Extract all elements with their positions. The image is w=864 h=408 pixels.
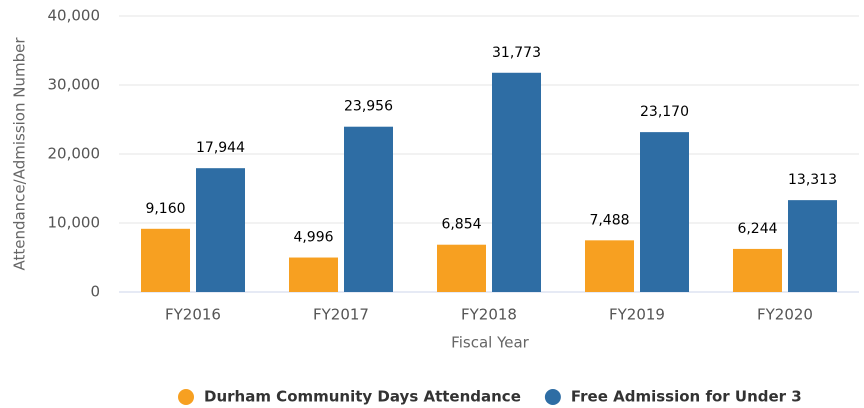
- value-label: 23,956: [344, 99, 393, 115]
- bar: [141, 228, 190, 292]
- value-label: 23,170: [640, 104, 689, 120]
- bar: [437, 244, 486, 292]
- y-tick-label: 0: [90, 283, 100, 301]
- x-tick-label: FY2019: [609, 306, 665, 324]
- y-axis-label: Attendance/Admission Number: [11, 37, 29, 271]
- x-tick-label: FY2018: [461, 306, 517, 324]
- value-label: 6,854: [441, 217, 481, 233]
- value-label: 7,488: [589, 212, 629, 228]
- bar: [196, 168, 245, 292]
- bar: [344, 126, 393, 292]
- legend-label: Durham Community Days Attendance: [204, 388, 521, 406]
- value-label: 4,996: [293, 230, 333, 246]
- bar: [289, 257, 338, 292]
- value-label: 13,313: [788, 172, 837, 188]
- value-label: 6,244: [737, 221, 777, 237]
- bar: [788, 200, 837, 292]
- legend-marker: [544, 389, 561, 405]
- value-label: 9,160: [145, 201, 185, 217]
- y-tick-label: 30,000: [48, 76, 101, 94]
- x-tick-label: FY2016: [165, 306, 221, 324]
- value-label: 17,944: [196, 140, 245, 156]
- x-axis-label: Fiscal Year: [451, 334, 529, 352]
- bar: [640, 132, 689, 292]
- bar: [492, 72, 541, 292]
- y-tick-label: 20,000: [48, 145, 101, 163]
- x-tick-label: FY2020: [757, 306, 813, 324]
- legend-label: Free Admission for Under 3: [571, 388, 802, 406]
- bar: [733, 248, 782, 292]
- legend-marker: [178, 389, 194, 405]
- bar: [585, 240, 634, 292]
- y-tick-label: 40,000: [48, 7, 101, 25]
- y-tick-label: 10,000: [48, 214, 101, 232]
- x-tick-label: FY2017: [313, 306, 369, 324]
- value-label: 31,773: [492, 45, 541, 61]
